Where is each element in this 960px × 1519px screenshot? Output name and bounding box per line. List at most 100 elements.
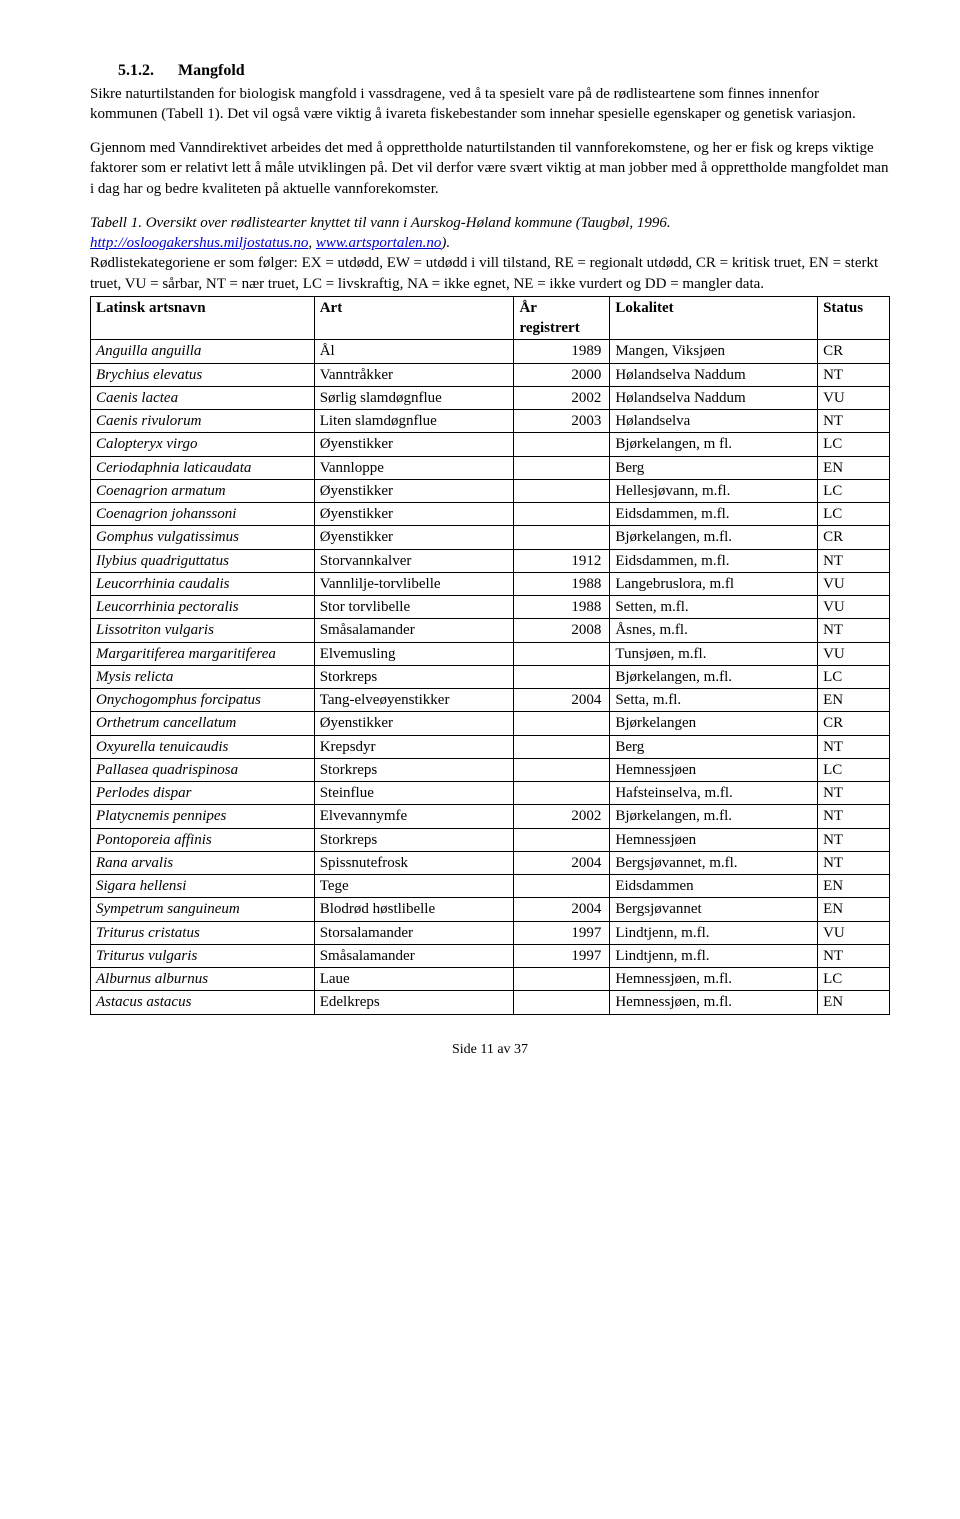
- cell-art: Elvevannymfe: [314, 805, 514, 828]
- cell-latin: Caenis lactea: [91, 386, 315, 409]
- th-loc: Lokalitet: [610, 296, 818, 340]
- cell-year: [514, 479, 610, 502]
- cell-art: Øyenstikker: [314, 503, 514, 526]
- cell-year: [514, 456, 610, 479]
- cell-art: Elvemusling: [314, 642, 514, 665]
- cell-status: EN: [818, 875, 890, 898]
- cell-latin: Triturus vulgaris: [91, 944, 315, 967]
- cell-latin: Gomphus vulgatissimus: [91, 526, 315, 549]
- heading-title: Mangfold: [178, 62, 245, 79]
- cell-status: LC: [818, 758, 890, 781]
- cell-year: 1997: [514, 944, 610, 967]
- cell-art: Sørlig slamdøgnflue: [314, 386, 514, 409]
- cell-year: [514, 991, 610, 1014]
- cell-year: [514, 503, 610, 526]
- th-year: År registrert: [514, 296, 610, 340]
- cell-status: LC: [818, 503, 890, 526]
- cell-loc: Hafsteinselva, m.fl.: [610, 782, 818, 805]
- cell-loc: Hemnessjøen, m.fl.: [610, 991, 818, 1014]
- cell-art: Øyenstikker: [314, 479, 514, 502]
- cell-loc: Eidsdammen, m.fl.: [610, 549, 818, 572]
- section-heading: 5.1.2. Mangfold: [90, 60, 890, 82]
- table-row: Platycnemis pennipesElvevannymfe2002Bjør…: [91, 805, 890, 828]
- cell-year: [514, 758, 610, 781]
- cell-latin: Calopteryx virgo: [91, 433, 315, 456]
- cell-art: Ål: [314, 340, 514, 363]
- cell-status: VU: [818, 386, 890, 409]
- table-row: Caenis lacteaSørlig slamdøgnflue2002Høla…: [91, 386, 890, 409]
- table-row: Sigara hellensiTege EidsdammenEN: [91, 875, 890, 898]
- caption-link-1[interactable]: http://osloogakershus.miljostatus.no: [90, 235, 308, 251]
- cell-loc: Bergsjøvannet, m.fl.: [610, 851, 818, 874]
- cell-art: Vannlilje-torvlibelle: [314, 572, 514, 595]
- cell-loc: Berg: [610, 456, 818, 479]
- caption-sep: ,: [308, 235, 316, 251]
- cell-latin: Platycnemis pennipes: [91, 805, 315, 828]
- species-table: Latinsk artsnavn Art År registrert Lokal…: [90, 296, 890, 1015]
- cell-status: CR: [818, 526, 890, 549]
- cell-year: [514, 665, 610, 688]
- cell-status: VU: [818, 596, 890, 619]
- cell-loc: Mangen, Viksjøen: [610, 340, 818, 363]
- th-status: Status: [818, 296, 890, 340]
- cell-year: 1988: [514, 596, 610, 619]
- table-row: Caenis rivulorumLiten slamdøgnflue2003Hø…: [91, 410, 890, 433]
- cell-year: 2002: [514, 805, 610, 828]
- cell-status: CR: [818, 340, 890, 363]
- table-row: Orthetrum cancellatumØyenstikkerBjørkela…: [91, 712, 890, 735]
- cell-art: Steinflue: [314, 782, 514, 805]
- page-footer: Side 11 av 37: [90, 1041, 890, 1060]
- cell-latin: Leucorrhinia pectoralis: [91, 596, 315, 619]
- cell-latin: Triturus cristatus: [91, 921, 315, 944]
- table-row: Brychius elevatusVanntråkker2000Hølandse…: [91, 363, 890, 386]
- cell-loc: Eidsdammen: [610, 875, 818, 898]
- th-art: Art: [314, 296, 514, 340]
- cell-year: 2003: [514, 410, 610, 433]
- cell-art: Storsalamander: [314, 921, 514, 944]
- paragraph-2: Gjennom med Vanndirektivet arbeides det …: [90, 138, 890, 199]
- cell-year: 1997: [514, 921, 610, 944]
- cell-latin: Coenagrion armatum: [91, 479, 315, 502]
- table-caption: Tabell 1. Oversikt over rødlistearter kn…: [90, 213, 890, 294]
- cell-loc: Eidsdammen, m.fl.: [610, 503, 818, 526]
- cell-art: Storkreps: [314, 758, 514, 781]
- heading-number: 5.1.2.: [118, 62, 154, 79]
- cell-art: Edelkreps: [314, 991, 514, 1014]
- cell-art: Tege: [314, 875, 514, 898]
- cell-art: Storkreps: [314, 665, 514, 688]
- caption-link-2[interactable]: www.artsportalen.no: [316, 235, 442, 251]
- cell-latin: Alburnus alburnus: [91, 968, 315, 991]
- cell-status: EN: [818, 456, 890, 479]
- cell-latin: Sigara hellensi: [91, 875, 315, 898]
- caption-after: Rødlistekategoriene er som følger: EX = …: [90, 255, 878, 291]
- cell-year: [514, 642, 610, 665]
- cell-year: 2004: [514, 689, 610, 712]
- table-row: Oxyurella tenuicaudisKrepsdyrBergNT: [91, 735, 890, 758]
- cell-loc: Hølandselva Naddum: [610, 386, 818, 409]
- cell-status: EN: [818, 991, 890, 1014]
- table-row: Gomphus vulgatissimusØyenstikkerBjørkela…: [91, 526, 890, 549]
- cell-art: Storkreps: [314, 828, 514, 851]
- table-row: Coenagrion johanssoniØyenstikker Eidsdamm…: [91, 503, 890, 526]
- cell-year: 2000: [514, 363, 610, 386]
- table-row: Ilybius quadriguttatusStorvannkalver1912…: [91, 549, 890, 572]
- cell-loc: Hølandselva Naddum: [610, 363, 818, 386]
- cell-art: Øyenstikker: [314, 433, 514, 456]
- cell-art: Tang-elveøyenstikker: [314, 689, 514, 712]
- cell-year: [514, 433, 610, 456]
- table-header-row: Latinsk artsnavn Art År registrert Lokal…: [91, 296, 890, 340]
- cell-art: Krepsdyr: [314, 735, 514, 758]
- table-row: Calopteryx virgoØyenstikkerBjørkelangen,…: [91, 433, 890, 456]
- th-year-l2: registrert: [519, 320, 579, 336]
- table-row: Perlodes disparSteinflueHafsteinselva, m…: [91, 782, 890, 805]
- cell-status: NT: [818, 944, 890, 967]
- table-row: Triturus vulgarisSmåsalamander1997Lindtj…: [91, 944, 890, 967]
- cell-art: Vanntråkker: [314, 363, 514, 386]
- cell-status: NT: [818, 805, 890, 828]
- cell-loc: Bjørkelangen, m.fl.: [610, 526, 818, 549]
- cell-latin: Coenagrion johanssoni: [91, 503, 315, 526]
- cell-latin: Pontoporeia affinis: [91, 828, 315, 851]
- cell-latin: Lissotriton vulgaris: [91, 619, 315, 642]
- cell-year: [514, 735, 610, 758]
- cell-status: NT: [818, 851, 890, 874]
